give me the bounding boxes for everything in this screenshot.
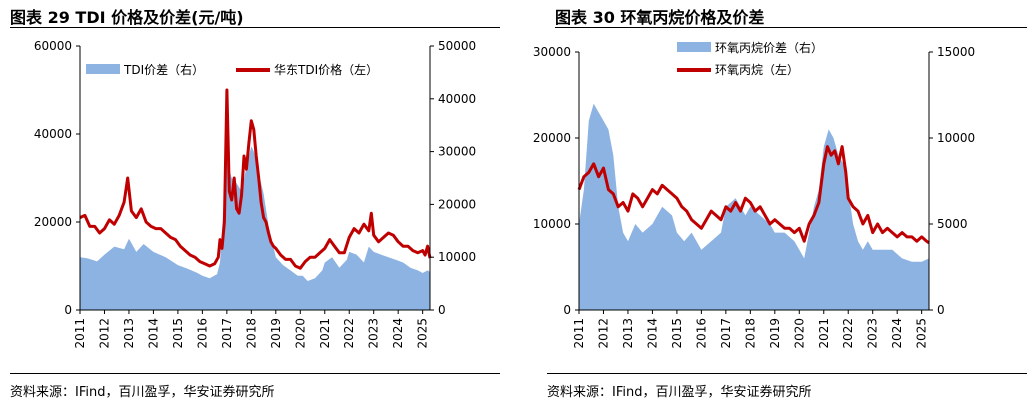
x-tick-label: 2012 xyxy=(97,318,111,349)
legend-swatch-area xyxy=(677,42,711,52)
y-left-tick-label: 20000 xyxy=(533,131,571,145)
x-tick-label: 2022 xyxy=(342,318,356,349)
tdi-chart: 0 20000 40000 60000 0 10000 20000 30000 40000 500… xyxy=(34,39,476,349)
title-rule xyxy=(555,27,1027,28)
x-tick-label: 2011 xyxy=(73,318,87,349)
x-tick-label: 2021 xyxy=(817,318,831,349)
y-right-tick-label: 30000 xyxy=(438,145,476,159)
y-right-tick-label: 50000 xyxy=(438,39,476,53)
y-left-tick-label: 0 xyxy=(64,303,72,317)
series-line-price xyxy=(79,88,432,270)
source-rule xyxy=(10,373,500,374)
y-left-tick-label: 30000 xyxy=(533,45,571,59)
x-tick-label: 2022 xyxy=(841,318,855,349)
series-area-spread xyxy=(80,146,430,310)
x-tick-label: 2021 xyxy=(318,318,332,349)
y-left-tick-label: 60000 xyxy=(34,39,72,53)
series-area-spread xyxy=(579,103,929,310)
x-tick-label: 2019 xyxy=(269,318,283,349)
x-tick-label: 2014 xyxy=(645,318,659,349)
x-tick-label: 2014 xyxy=(146,318,160,349)
chart-title: 图表 30 环氧丙烷价格及价差 xyxy=(555,8,765,27)
y-right-tick-label: 0 xyxy=(438,303,446,317)
y-right-tick-label: 15000 xyxy=(937,45,975,59)
title-rule xyxy=(10,27,500,28)
legend-label-line: 环氧丙烷（左） xyxy=(715,62,799,77)
source-note: 资料来源：IFind，百川盈孚，华安证券研究所 xyxy=(547,385,812,400)
x-tick-label: 2025 xyxy=(416,318,430,349)
source-rule xyxy=(547,373,1027,374)
x-tick-label: 2023 xyxy=(866,318,880,349)
x-tick-label: 2020 xyxy=(293,318,307,349)
legend-swatch-area xyxy=(86,64,120,74)
x-tick-label: 2024 xyxy=(391,318,405,349)
legend-label-area: 环氧丙烷价差（右） xyxy=(715,40,823,55)
x-tick-label: 2016 xyxy=(195,318,209,349)
x-tick-label: 2017 xyxy=(220,318,234,349)
y-left-tick-label: 20000 xyxy=(34,215,72,229)
y-left-tick-label: 10000 xyxy=(533,217,571,231)
series-line-price xyxy=(577,145,930,245)
propylene-oxide-chart: 0 10000 20000 30000 0 5000 10000 15000 2011 2012 2… xyxy=(533,40,975,349)
legend-label-line: 华东TDI价格（左） xyxy=(274,62,378,77)
x-tick-label: 2016 xyxy=(694,318,708,349)
x-tick-label: 2023 xyxy=(367,318,381,349)
y-left-tick-label: 40000 xyxy=(34,127,72,141)
y-left-tick-label: 0 xyxy=(563,303,571,317)
x-tick-label: 2020 xyxy=(792,318,806,349)
y-right-tick-label: 10000 xyxy=(937,131,975,145)
legend-label-area: TDI价差（右） xyxy=(123,62,204,77)
y-right-tick-label: 20000 xyxy=(438,197,476,211)
y-right-tick-label: 40000 xyxy=(438,92,476,106)
x-tick-label: 2013 xyxy=(122,318,136,349)
x-tick-label: 2015 xyxy=(670,318,684,349)
chart-title: 图表 29 TDI 价格及价差(元/吨) xyxy=(10,8,244,27)
y-right-tick-label: 10000 xyxy=(438,250,476,264)
panel-propylene-oxide: 图表 30 环氧丙烷价格及价差 0 10000 20000 30000 0 5000 100… xyxy=(517,0,1034,406)
source-note: 资料来源：IFind，百川盈孚，华安证券研究所 xyxy=(10,385,275,400)
x-tick-label: 2018 xyxy=(244,318,258,349)
x-tick-label: 2025 xyxy=(915,318,929,349)
y-right-tick-label: 5000 xyxy=(937,217,968,231)
x-tick-label: 2011 xyxy=(572,318,586,349)
x-tick-label: 2019 xyxy=(768,318,782,349)
x-tick-label: 2013 xyxy=(621,318,635,349)
x-tick-label: 2015 xyxy=(171,318,185,349)
y-right-tick-label: 0 xyxy=(937,303,945,317)
x-tick-label: 2018 xyxy=(743,318,757,349)
x-tick-label: 2012 xyxy=(596,318,610,349)
x-tick-label: 2017 xyxy=(719,318,733,349)
panel-tdi: 图表 29 TDI 价格及价差(元/吨) 0 20000 40000 60000 0 10… xyxy=(10,8,500,400)
x-tick-label: 2024 xyxy=(890,318,904,349)
